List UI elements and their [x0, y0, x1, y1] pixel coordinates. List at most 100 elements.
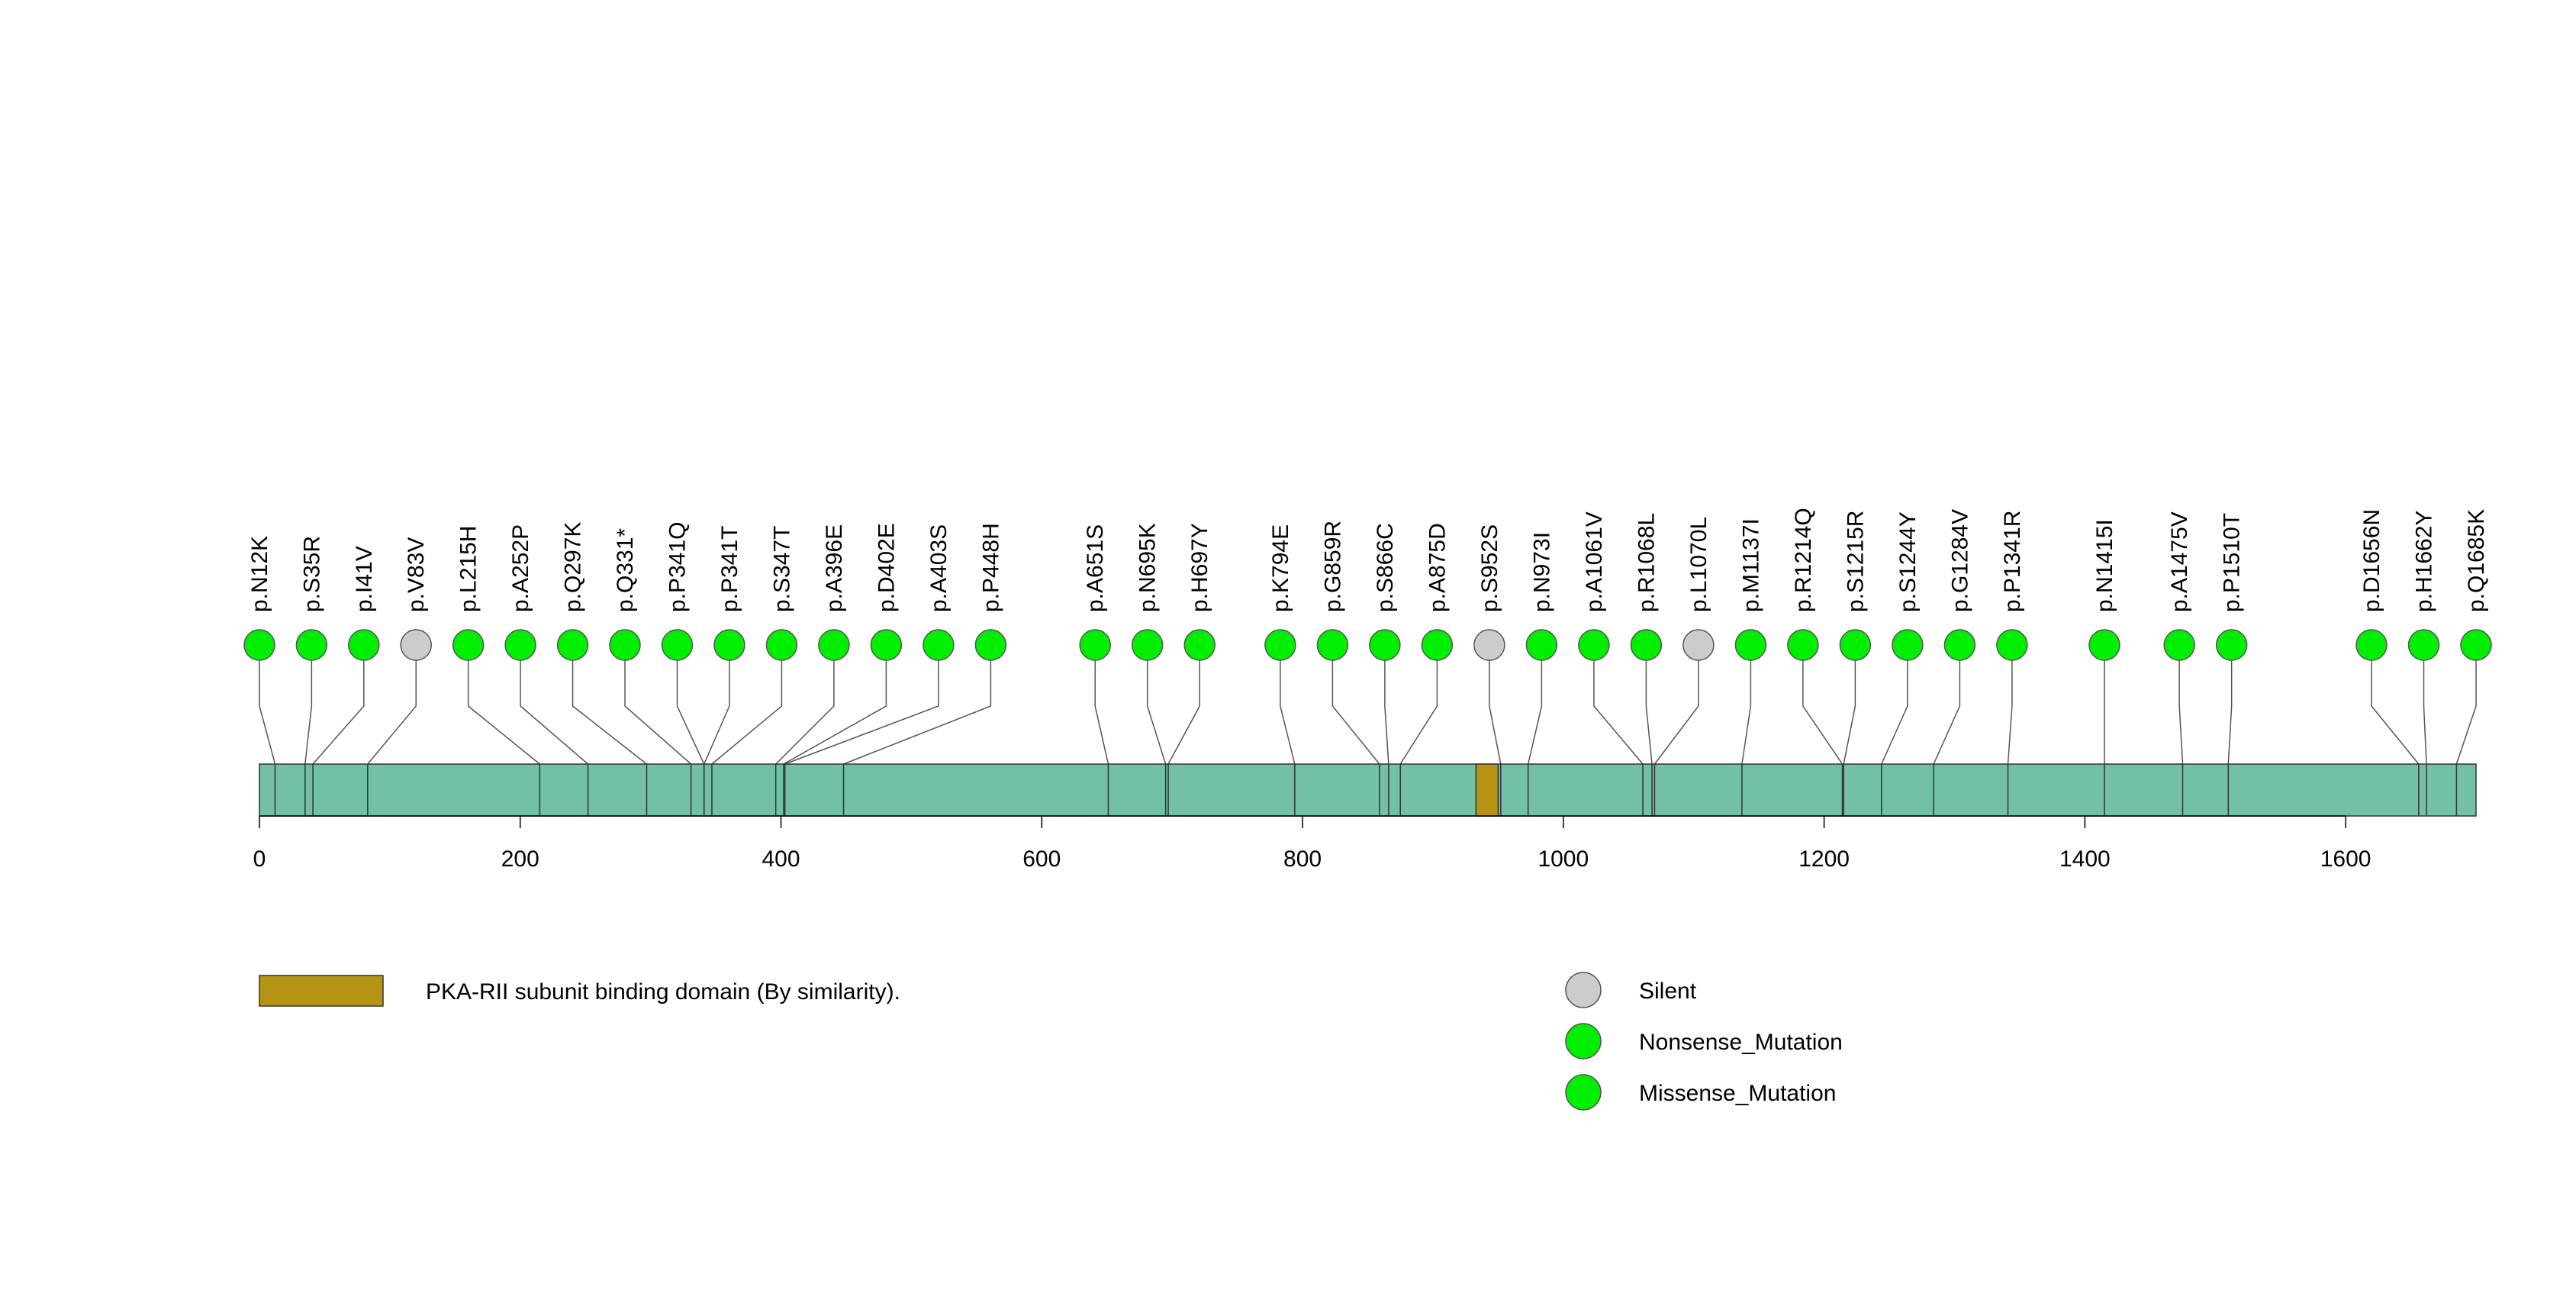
- mutation-connector: [1653, 660, 1699, 765]
- mutation-connector: [367, 660, 417, 765]
- mutation-label: p.M1137I: [1738, 518, 1763, 612]
- mutation-connector: [704, 660, 730, 765]
- mutation-head: [1630, 629, 1663, 661]
- mutation-connector: [1802, 660, 1843, 765]
- legend-mutation-label: Silent: [1639, 979, 1697, 1004]
- mutation-label: p.D1656N: [2359, 509, 2384, 612]
- mutation-label: p.N1415I: [2092, 519, 2117, 612]
- mutation-connector: [1094, 660, 1109, 765]
- mutation-label: p.G859R: [1320, 521, 1345, 612]
- mutation-label: p.P448H: [978, 523, 1003, 612]
- connector-lines: [259, 660, 2477, 765]
- mutation-connector: [1167, 660, 1200, 765]
- mutation-label: p.L215H: [456, 526, 481, 612]
- mutation-head: [2460, 629, 2492, 661]
- mutation-head: [504, 629, 536, 661]
- mutation-connector: [2423, 660, 2427, 765]
- legend-mutation-label: Missense_Mutation: [1639, 1081, 1836, 1106]
- mutation-connector: [784, 660, 939, 765]
- mutation-label: p.D402E: [874, 523, 899, 612]
- legend-mutation-swatch: [1565, 1074, 1602, 1111]
- axis-tick-label: 800: [1283, 847, 1322, 872]
- legend-mutation-swatch: [1565, 972, 1602, 1008]
- mutation-connector: [2455, 660, 2477, 765]
- mutation-label: p.N973I: [1529, 532, 1554, 612]
- mutation-head: [2355, 629, 2388, 661]
- mutation-connector: [259, 660, 276, 765]
- mutation-label: p.P341T: [717, 526, 742, 612]
- mutation-label: p.I41V: [352, 546, 377, 612]
- mutation-head: [1996, 629, 2028, 661]
- mutation-label: p.G1284V: [1947, 509, 1972, 612]
- mutation-head: [661, 629, 694, 661]
- mutation-head: [1943, 629, 1976, 661]
- mutation-head: [1892, 629, 1924, 661]
- mutation-head: [1131, 629, 1164, 661]
- mutation-connector: [2178, 660, 2184, 765]
- mutation-head: [2407, 629, 2440, 661]
- mutation-head: [1787, 629, 1819, 661]
- mutation-head: [2088, 629, 2120, 661]
- mutation-label: p.P341Q: [665, 522, 690, 612]
- mutation-label: p.H1662Y: [2412, 511, 2437, 612]
- mutation-head: [609, 629, 641, 661]
- mutation-label: p.S35R: [299, 536, 324, 612]
- mutation-label: p.H697Y: [1187, 523, 1212, 612]
- mutation-connector: [843, 660, 992, 765]
- mutation-connector: [676, 660, 705, 765]
- mutation-connector: [467, 660, 540, 765]
- bar-position-marks: [274, 764, 2458, 816]
- legend-domain-label: PKA-RII subunit binding domain (By simil…: [426, 979, 900, 1005]
- mutation-label: p.S866C: [1373, 523, 1398, 612]
- mutation-connector: [1280, 660, 1296, 765]
- mutation-connector: [1645, 660, 1653, 765]
- mutation-heads: [243, 629, 2492, 661]
- mutation-label: p.K794E: [1268, 524, 1293, 612]
- axis-tick-label: 400: [762, 847, 800, 872]
- mutation-head: [400, 629, 432, 661]
- mutation-connector: [1331, 660, 1380, 765]
- mutation-label: p.A396E: [822, 524, 847, 612]
- mutation-connector: [1527, 660, 1543, 765]
- mutation-head: [1421, 629, 1454, 661]
- mutation-head: [243, 629, 275, 661]
- mutation-head: [2215, 629, 2248, 661]
- mutation-label: p.N12K: [247, 536, 272, 612]
- mutation-label: p.N695K: [1135, 523, 1161, 612]
- mutation-connector: [312, 660, 365, 765]
- mutation-head: [1578, 629, 1610, 661]
- mutation-connector: [1489, 660, 1502, 765]
- legend-mutation-label: Nonsense_Mutation: [1639, 1030, 1843, 1055]
- mutation-head: [1839, 629, 1872, 661]
- mutation-connector: [1741, 660, 1752, 765]
- axis-tick-label: 1000: [1538, 847, 1589, 872]
- mutation-label: p.A1475V: [2167, 511, 2192, 612]
- mutation-head: [1734, 629, 1767, 661]
- mutation-connector: [1881, 660, 1908, 765]
- legend-mutation-swatch: [1565, 1023, 1602, 1059]
- mutation-label: p.P1341R: [2000, 511, 2025, 612]
- mutation-label: p.A875D: [1425, 523, 1450, 612]
- mutation-connector: [2371, 660, 2420, 765]
- mutation-connector: [783, 660, 887, 765]
- mutation-connector: [520, 660, 589, 765]
- mutation-head: [1264, 629, 1296, 661]
- mutation-connector: [304, 660, 313, 765]
- domain-region: [1475, 763, 1499, 817]
- mutation-connector: [2227, 660, 2233, 765]
- mutation-head: [1316, 629, 1349, 661]
- axis-tick-label: 0: [253, 847, 266, 872]
- mutation-head: [818, 629, 850, 661]
- mutation-label: p.S952S: [1477, 524, 1502, 612]
- legend: PKA-RII subunit binding domain (By simil…: [259, 972, 1843, 1111]
- mutation-head: [452, 629, 485, 661]
- mutation-labels: p.N12K p.S35R p.I41V p.V83V p.L215H p.A252P p.…: [247, 508, 2489, 612]
- mutation-head: [348, 629, 380, 661]
- mutation-head: [1369, 629, 1401, 661]
- axis-tick-label: 600: [1022, 847, 1061, 872]
- mutation-label: p.P1510T: [2220, 513, 2245, 612]
- axis-tick-label: 1600: [2320, 847, 2372, 872]
- mutation-label: p.Q331*: [613, 528, 638, 612]
- mutation-head: [713, 629, 745, 661]
- mutation-connector: [775, 660, 835, 765]
